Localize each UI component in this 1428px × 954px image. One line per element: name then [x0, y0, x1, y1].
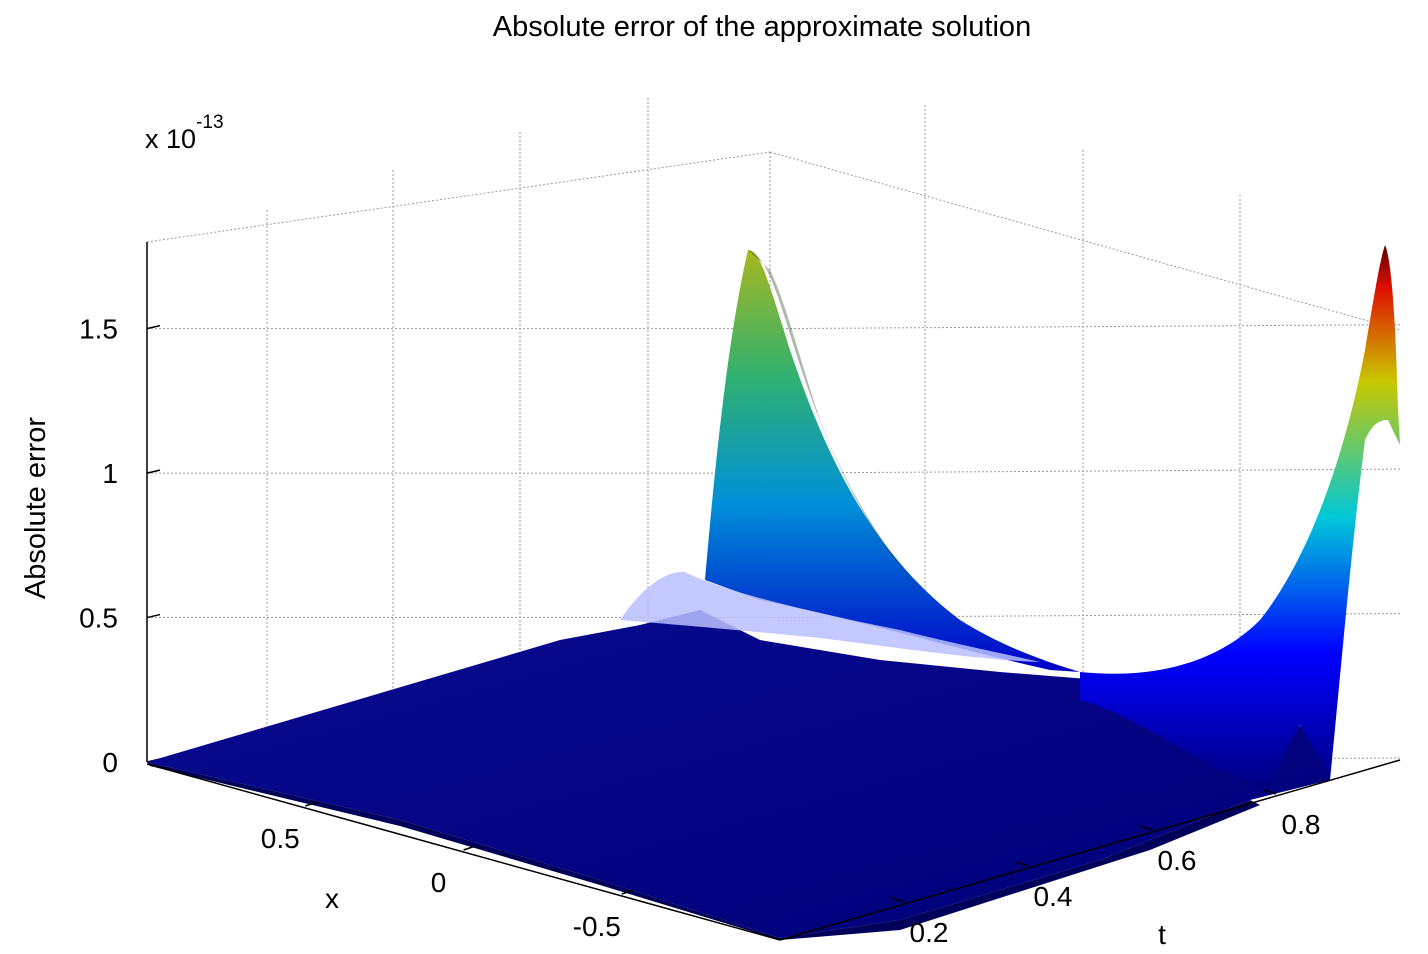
surface-front-edge	[147, 762, 1260, 940]
z-tick-label: 0.5	[79, 603, 118, 634]
z-tick-mark	[146, 613, 161, 619]
surface-ridge-left	[705, 250, 1080, 672]
x-axis-line	[146, 763, 781, 941]
x-tick-mark	[463, 845, 476, 851]
surface-floor	[147, 610, 1330, 938]
t-tick-mark	[1263, 789, 1277, 795]
t-tick-label: 0.6	[1158, 845, 1197, 876]
grid-z-line-back	[769, 468, 1401, 474]
z-tick-label: 1	[102, 458, 118, 489]
surface-highlight	[620, 571, 1040, 662]
surface-ridge-left-shade	[748, 250, 930, 600]
grid-back-edge	[146, 151, 771, 243]
z-ticks: 0 0.5 1 1.5	[79, 314, 161, 778]
x-tick-label: 0.5	[261, 823, 300, 854]
grid-back-edge	[769, 151, 1401, 331]
x-axis-label: x	[325, 883, 339, 914]
t-axis-line	[779, 759, 1401, 941]
x-tick-label: 0	[431, 867, 447, 898]
t-tick-mark	[891, 897, 905, 903]
t-ticks: 0.2 0.4 0.6 0.8	[891, 789, 1321, 948]
x-tick-mark	[305, 801, 318, 807]
grid-z-line-back	[769, 324, 1401, 330]
t-tick-mark	[1015, 861, 1029, 867]
x-ticks: 0.5 0 -0.5	[261, 801, 634, 942]
t-tick-label: 0.2	[910, 917, 949, 948]
t-tick-mark	[1139, 825, 1153, 831]
x-tick-mark	[621, 889, 634, 895]
scale-factor-label: x 10-13	[145, 112, 224, 154]
t-axis-label: t	[1158, 919, 1166, 950]
chart-title: Absolute error of the approximate soluti…	[493, 11, 1031, 43]
z-tick-mark	[146, 324, 161, 330]
scale-factor-base: x 10	[145, 124, 196, 154]
scale-factor-exponent: -13	[196, 112, 223, 133]
z-tick-mark	[146, 469, 161, 474]
x-tick-label: -0.5	[573, 911, 621, 942]
z-tick-label: 0	[102, 747, 118, 778]
z-axis-label: Absolute error	[20, 417, 52, 599]
z-tick-label: 1.5	[79, 314, 118, 345]
surface-ridge-right	[1080, 245, 1400, 790]
t-tick-label: 0.4	[1034, 881, 1073, 912]
t-tick-label: 0.8	[1282, 809, 1321, 840]
